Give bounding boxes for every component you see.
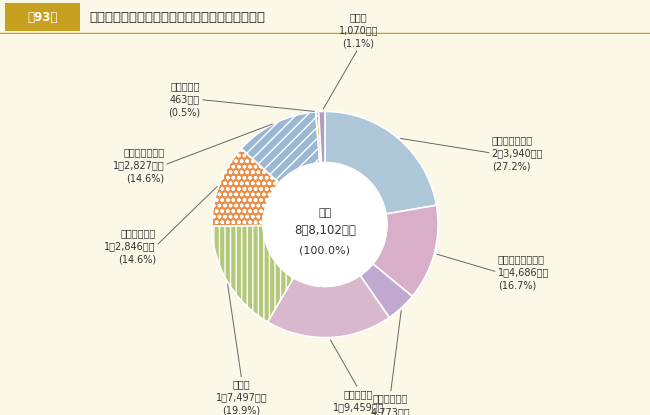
Wedge shape (212, 149, 279, 226)
Wedge shape (318, 111, 325, 163)
FancyBboxPatch shape (5, 3, 80, 31)
Text: 支払基金交付金
2兆3,940億円
(27.2%): 支払基金交付金 2兆3,940億円 (27.2%) (491, 135, 543, 171)
Text: 都道府県支出金
1兆2,827億円
(14.6%): 都道府県支出金 1兆2,827億円 (14.6%) (112, 147, 164, 183)
Wedge shape (212, 225, 294, 322)
Text: 介護給付費負担金
1兆4,686億円
(16.7%): 介護給付費負担金 1兆4,686億円 (16.7%) (498, 254, 549, 290)
Wedge shape (316, 112, 322, 163)
Text: 介護保険事業の歳入決算の状況（保険事業勘定）: 介護保険事業の歳入決算の状況（保険事業勘定） (90, 10, 266, 24)
Text: 国庫支出金
1兆9,459億円
(22.1%): 国庫支出金 1兆9,459億円 (22.1%) (333, 389, 384, 415)
Text: 第93図: 第93図 (27, 10, 58, 24)
Text: 基金繰入金
463億円
(0.5%): 基金繰入金 463億円 (0.5%) (168, 81, 200, 118)
Text: 調整交付金等
4,773億円
(5.4%): 調整交付金等 4,773億円 (5.4%) (370, 393, 410, 415)
Text: その他
1,070億円
(1.1%): その他 1,070億円 (1.1%) (339, 12, 378, 48)
Text: 他会計繰入金
1兆2,846億円
(14.6%): 他会計繰入金 1兆2,846億円 (14.6%) (105, 228, 156, 264)
Wedge shape (268, 276, 389, 338)
Wedge shape (360, 264, 412, 317)
Text: (100.0%): (100.0%) (300, 246, 350, 256)
Circle shape (263, 163, 387, 286)
Wedge shape (373, 205, 438, 296)
Wedge shape (325, 111, 436, 214)
Text: 歳入: 歳入 (318, 208, 332, 217)
Text: 保険料
1兆7,497億円
(19.9%): 保険料 1兆7,497億円 (19.9%) (216, 379, 268, 415)
Wedge shape (241, 112, 320, 183)
Text: 8兆8,102億円: 8兆8,102億円 (294, 224, 356, 237)
